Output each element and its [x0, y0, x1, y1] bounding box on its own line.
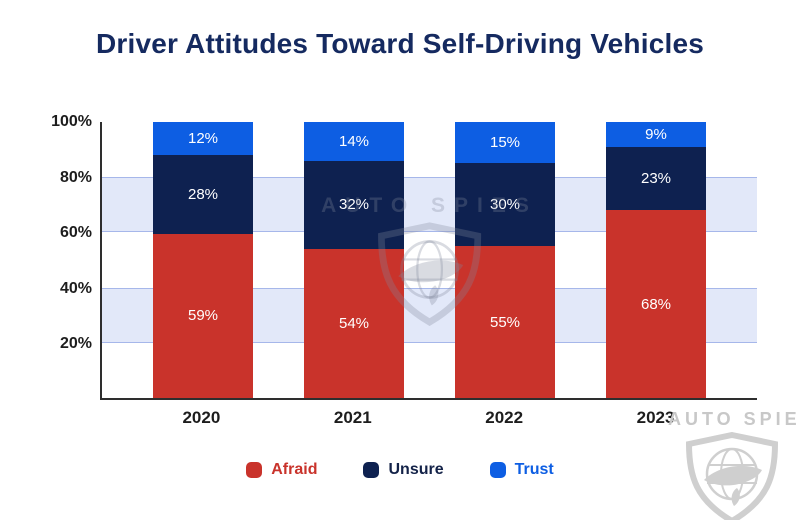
bar-segment-unsure-2023: 23%: [606, 146, 706, 211]
legend-swatch-unsure: [363, 462, 380, 478]
y-tick-label: 20%: [59, 335, 92, 353]
bar-2020: 59% 28% 12%: [153, 122, 253, 398]
plot-area: 59% 28% 12% 54% 32% 14% 55% 30% 15% 68% 23% 9% AUTO…: [100, 122, 757, 400]
x-label-2020: 2020: [182, 408, 221, 427]
bar-segment-unsure-2020: 28%: [153, 155, 253, 234]
y-tick-label: 60%: [59, 224, 92, 242]
y-tick-label: 100%: [51, 113, 92, 130]
bar-segment-afraid-2023: 68%: [606, 210, 706, 398]
bars: 59% 28% 12% 54% 32% 14% 55% 30% 15% 68% 23% 9%: [102, 122, 757, 398]
bar-2021: 54% 32% 14%: [304, 122, 404, 398]
chart-title: Driver Attitudes Toward Self-Driving Veh…: [95, 28, 705, 59]
legend-swatch-afraid: [246, 462, 263, 478]
y-tick-label: 80%: [59, 168, 92, 186]
bar-segment-trust-2021: 14%: [304, 122, 404, 161]
x-axis-labels: 2020 2021 2022 2023: [100, 408, 757, 428]
legend-item-unsure: Unsure: [363, 461, 444, 479]
bar-segment-trust-2020: 12%: [153, 122, 253, 156]
x-label-2021: 2021: [333, 408, 372, 427]
legend-swatch-trust: [489, 462, 506, 478]
legend-label-unsure: Unsure: [388, 461, 444, 478]
bar-segment-afraid-2022: 55%: [455, 246, 555, 398]
bar-segment-unsure-2022: 30%: [455, 163, 555, 247]
legend-label-afraid: Afraid: [271, 461, 318, 478]
y-tick-label: 40%: [59, 279, 92, 297]
bar-segment-trust-2022: 15%: [455, 122, 555, 164]
y-axis-ticks: 20% 40% 60% 80% 100%: [0, 113, 92, 400]
bar-segment-afraid-2021: 54%: [304, 248, 404, 398]
bar-segment-afraid-2020: 59%: [153, 233, 253, 398]
x-label-2022: 2022: [485, 408, 524, 427]
legend-label-trust: Trust: [514, 461, 554, 478]
legend-item-afraid: Afraid: [246, 461, 317, 479]
bar-2023: 68% 23% 9%: [606, 122, 706, 398]
bar-2022: 55% 30% 15%: [455, 122, 555, 398]
bar-segment-unsure-2021: 32%: [304, 160, 404, 249]
legend: Afraid Unsure Trust: [0, 461, 800, 479]
legend-item-trust: Trust: [489, 461, 554, 479]
x-label-2023: 2023: [636, 408, 675, 427]
bar-segment-trust-2023: 9%: [606, 122, 706, 147]
